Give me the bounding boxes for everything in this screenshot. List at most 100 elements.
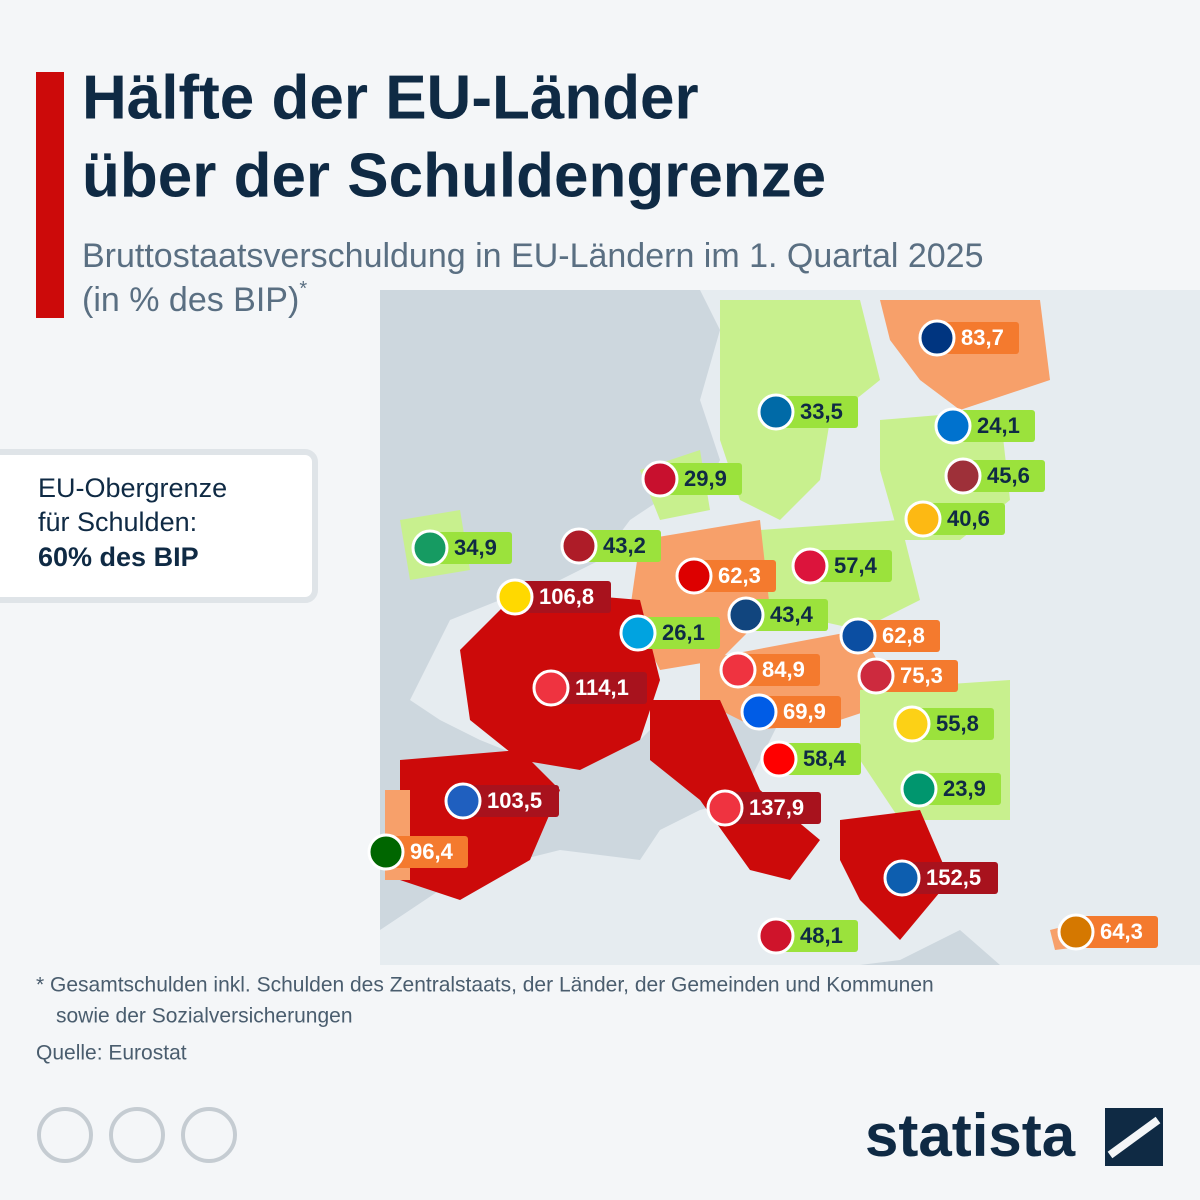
value-label: 103,5 <box>487 788 542 813</box>
value-pill <box>776 396 858 428</box>
subtitle-marker: * <box>299 278 307 300</box>
value-label: 62,8 <box>882 623 925 648</box>
value-pill <box>876 660 958 692</box>
license-icons <box>37 1107 237 1163</box>
value-pill <box>463 785 559 817</box>
value-label: 29,9 <box>684 466 727 491</box>
title-line: über der Schuldengrenze <box>82 141 826 210</box>
flag <box>727 596 765 634</box>
value-pill <box>430 532 512 564</box>
value-pill <box>902 862 998 894</box>
footnote-line: sowie der Sozialversicherungen <box>56 1005 353 1028</box>
flag <box>719 651 757 689</box>
value-pill <box>919 773 1001 805</box>
flag <box>706 789 744 827</box>
flag <box>904 500 942 538</box>
value-label: 45,6 <box>987 463 1030 488</box>
flag <box>675 557 713 595</box>
subtitle-line: (in % des BIP)* <box>82 278 307 319</box>
value-pill <box>779 743 861 775</box>
value-pill <box>515 581 611 613</box>
flag <box>641 460 679 498</box>
value-label: 96,4 <box>410 839 454 864</box>
nd-icon <box>181 1107 237 1163</box>
value-pill <box>694 560 776 592</box>
value-label: 48,1 <box>800 923 843 948</box>
source: Quelle: Eurostat <box>36 1042 187 1065</box>
callout-line: für Schulden: <box>38 507 197 537</box>
accent-bar <box>36 72 64 318</box>
value-label: 23,9 <box>943 776 986 801</box>
value-pill <box>858 620 940 652</box>
by-icon <box>109 1107 165 1163</box>
value-label: 40,6 <box>947 506 990 531</box>
flag <box>496 578 534 616</box>
value-pill <box>738 654 820 686</box>
value-label: 106,8 <box>539 584 594 609</box>
subtitle-text: (in % des BIP) <box>82 281 299 319</box>
value-pill <box>759 696 841 728</box>
value-pill <box>660 463 742 495</box>
value-label: 114,1 <box>575 675 629 700</box>
value-label: 84,9 <box>762 657 805 682</box>
value-pill <box>912 708 994 740</box>
brand-slash <box>1107 1116 1161 1159</box>
value-label: 62,3 <box>718 563 761 588</box>
subtitle-line: Bruttostaatsverschuldung in EU-Ländern i… <box>82 237 984 275</box>
flag <box>740 693 778 731</box>
value-pill <box>1076 916 1158 948</box>
flag <box>560 527 598 565</box>
value-label: 69,9 <box>783 699 826 724</box>
value-label: 24,1 <box>977 413 1020 438</box>
value-label: 75,3 <box>900 663 943 688</box>
flag <box>757 917 795 955</box>
flag <box>839 617 877 655</box>
value-pill <box>810 550 892 582</box>
flag <box>444 782 482 820</box>
callout: EU-Obergrenze für Schulden: 60% des BIP <box>0 449 318 603</box>
value-label: 55,8 <box>936 711 979 736</box>
flag <box>411 529 449 567</box>
value-label: 33,5 <box>800 399 843 424</box>
value-pill <box>776 920 858 952</box>
value-label: 43,4 <box>770 602 814 627</box>
value-pill <box>953 410 1035 442</box>
flag <box>760 740 798 778</box>
value-label: 57,4 <box>834 553 878 578</box>
callout-emphasis: 60% des BIP <box>38 542 199 572</box>
value-label: 137,9 <box>749 795 804 820</box>
flag <box>934 407 972 445</box>
value-label: 58,4 <box>803 746 847 771</box>
brand: statista <box>865 1102 1076 1169</box>
value-pill <box>551 672 647 704</box>
value-label: 152,5 <box>926 865 981 890</box>
value-pill <box>746 599 828 631</box>
value-label: 43,2 <box>603 533 646 558</box>
flag <box>944 457 982 495</box>
italy-area <box>650 700 820 880</box>
flag <box>1057 913 1095 951</box>
flag <box>791 547 829 585</box>
value-label: 83,7 <box>961 325 1004 350</box>
value-label: 26,1 <box>662 620 705 645</box>
value-pill <box>963 460 1045 492</box>
callout-line: EU-Obergrenze <box>38 473 227 503</box>
value-pill <box>386 836 468 868</box>
flag <box>883 859 921 897</box>
flag <box>367 833 405 871</box>
value-pill <box>638 617 720 649</box>
value-pill <box>725 792 821 824</box>
flag <box>857 657 895 695</box>
flag <box>918 319 956 357</box>
flag <box>900 770 938 808</box>
title-line: Hälfte der EU-Länder <box>82 63 699 132</box>
flag <box>532 669 570 707</box>
callout-box <box>0 449 318 603</box>
flag <box>619 614 657 652</box>
value-pill <box>923 503 1005 535</box>
value-labels: 106,8 114,1 103,5 137,9 152,5 83,7 62,3 62,8 84,… <box>367 319 1158 955</box>
value-label: 64,3 <box>1100 919 1143 944</box>
cc-icon <box>37 1107 93 1163</box>
